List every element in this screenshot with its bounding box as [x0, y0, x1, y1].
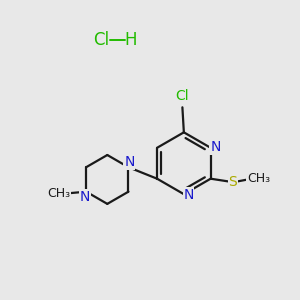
Text: CH₃: CH₃ [47, 187, 70, 200]
Text: CH₃: CH₃ [247, 172, 270, 185]
Text: N: N [210, 140, 220, 154]
Text: N: N [124, 155, 134, 169]
Text: Cl: Cl [93, 31, 110, 49]
Text: Cl: Cl [176, 89, 189, 103]
Text: H: H [124, 31, 137, 49]
Text: N: N [183, 188, 194, 202]
Text: N: N [80, 190, 90, 204]
Text: S: S [228, 175, 237, 189]
